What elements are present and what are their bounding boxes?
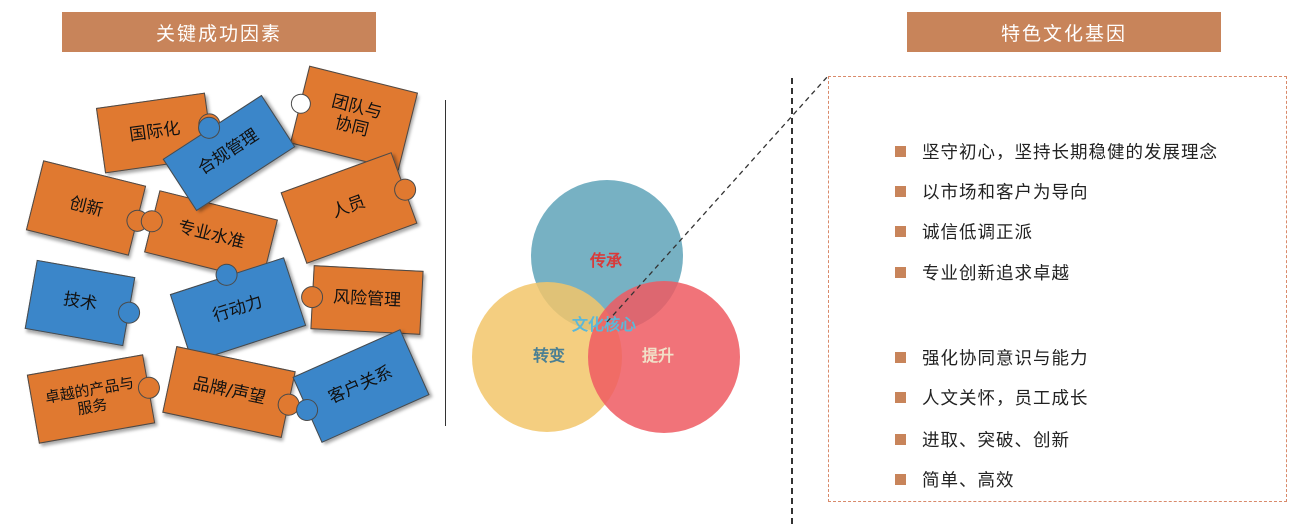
value-text: 进取、突破、创新 [922,431,1070,451]
bullet-icon [895,434,906,445]
vertical-dashed-divider [791,78,793,524]
key-success-factors-banner: 关键成功因素 [62,12,376,52]
bullet-icon [895,267,906,278]
value-text: 诚信低调正派 [922,223,1033,243]
culture-value-item: 坚守初心，坚持长期稳健的发展理念 [895,139,1218,164]
value-text: 专业创新追求卓越 [922,264,1070,284]
bullet-icon [895,146,906,157]
bullet-icon [895,186,906,197]
venn-label-inheritance: 传承 [589,251,622,270]
culture-value-item: 人文关怀，员工成长 [895,385,1089,410]
culture-value-item: 简单、高效 [895,467,1015,492]
culture-value-item: 进取、突破、创新 [895,427,1070,452]
bullet-icon [895,474,906,485]
connector-dashed-line [606,75,829,323]
culture-value-item: 诚信低调正派 [895,219,1033,244]
bullet-icon [895,392,906,403]
divider-line [445,100,446,426]
culture-value-item: 专业创新追求卓越 [895,260,1070,285]
venn-center-label: 文化核心 [572,315,636,334]
value-text: 强化协同意识与能力 [922,349,1089,369]
culture-genes-banner: 特色文化基因 [907,12,1221,52]
culture-value-item: 以市场和客户为导向 [895,179,1089,204]
venn-label-improvement: 提升 [642,346,674,365]
value-text: 简单、高效 [922,471,1015,491]
bullet-icon [895,226,906,237]
value-text: 人文关怀，员工成长 [922,389,1089,409]
venn-circle-transformation [472,282,622,432]
venn-circle-improvement [588,281,740,433]
culture-values-box: 坚守初心，坚持长期稳健的发展理念 以市场和客户为导向 诚信低调正派 专业创新追求… [828,76,1287,502]
value-text: 以市场和客户为导向 [922,183,1089,203]
venn-label-transformation: 转变 [533,346,565,365]
bullet-icon [895,352,906,363]
culture-value-item: 强化协同意识与能力 [895,345,1089,370]
value-text: 坚守初心，坚持长期稳健的发展理念 [922,143,1218,163]
